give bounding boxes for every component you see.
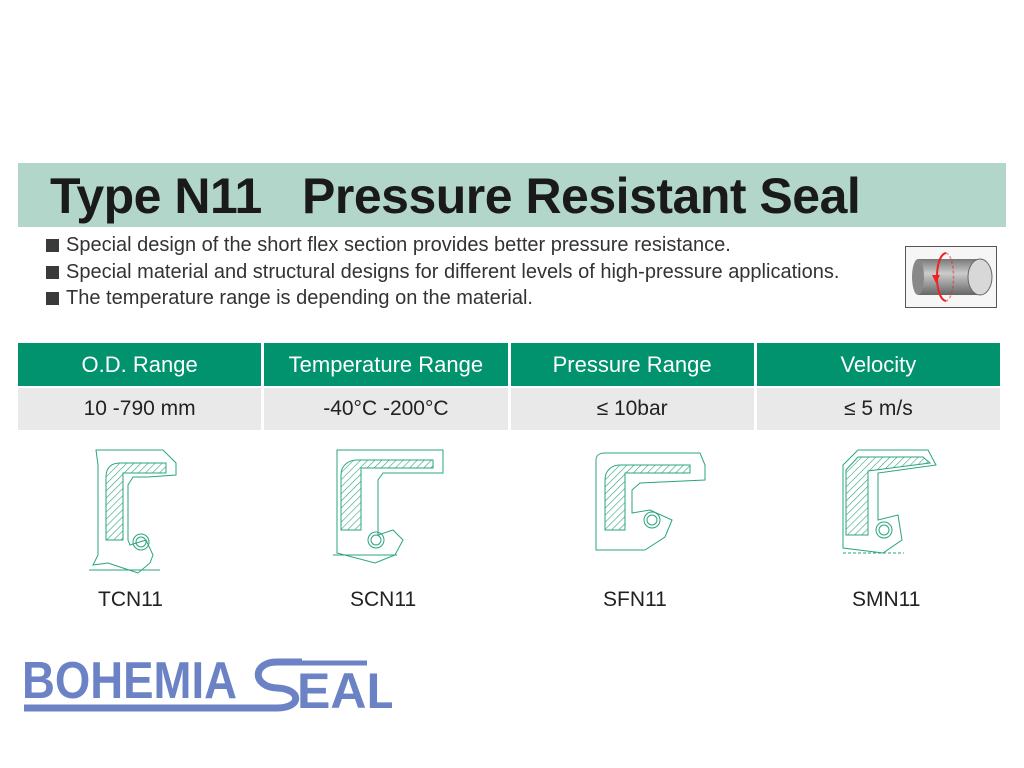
square-bullet-icon [46,292,59,305]
spec-table: O.D. Range Temperature Range Pressure Ra… [15,343,1003,430]
header-velocity: Velocity [756,343,1000,386]
seal-label-tcn11: TCN11 [98,588,163,611]
seal-label-smn11: SMN11 [852,588,921,611]
seal-drawing-tcn11 [89,449,177,574]
seal-label-scn11: SCN11 [350,588,417,611]
header-od-range: O.D. Range [18,343,262,386]
bohemia-seal-logo: BOHEMIA EAL [22,652,397,719]
feature-text: Special design of the short flex section… [66,234,731,256]
svg-text:BOHEMIA: BOHEMIA [22,652,237,710]
header-temperature-range: Temperature Range [264,343,508,386]
feature-text: Special material and structural designs … [66,260,840,283]
square-bullet-icon [46,265,59,279]
seal-drawing-sfn11 [595,452,706,551]
feature-item: Special material and structural designs … [46,259,876,286]
rotary-shaft-icon [905,246,997,308]
feature-text: The temperature range is depending on th… [66,287,533,309]
svg-text:EAL: EAL [297,663,392,714]
seal-drawing-scn11 [333,449,444,564]
page-title: Type N11 Pressure Resistant Seal [50,168,861,224]
od-range-value: 10 -790 mm [18,386,262,430]
pressure-range-value: ≤ 10bar [510,386,754,430]
header-pressure-range: Pressure Range [510,343,754,386]
square-bullet-icon [46,239,59,252]
title-bar: Type N11 Pressure Resistant Seal [18,163,1006,227]
seal-label-sfn11: SFN11 [603,588,667,611]
velocity-value: ≤ 5 m/s [756,386,1000,430]
feature-item: The temperature range is depending on th… [46,285,876,312]
temperature-range-value: -40°C -200°C [264,386,508,430]
seal-drawing-smn11 [842,449,937,554]
feature-item: Special design of the short flex section… [46,232,876,259]
feature-list: Special design of the short flex section… [46,232,876,312]
